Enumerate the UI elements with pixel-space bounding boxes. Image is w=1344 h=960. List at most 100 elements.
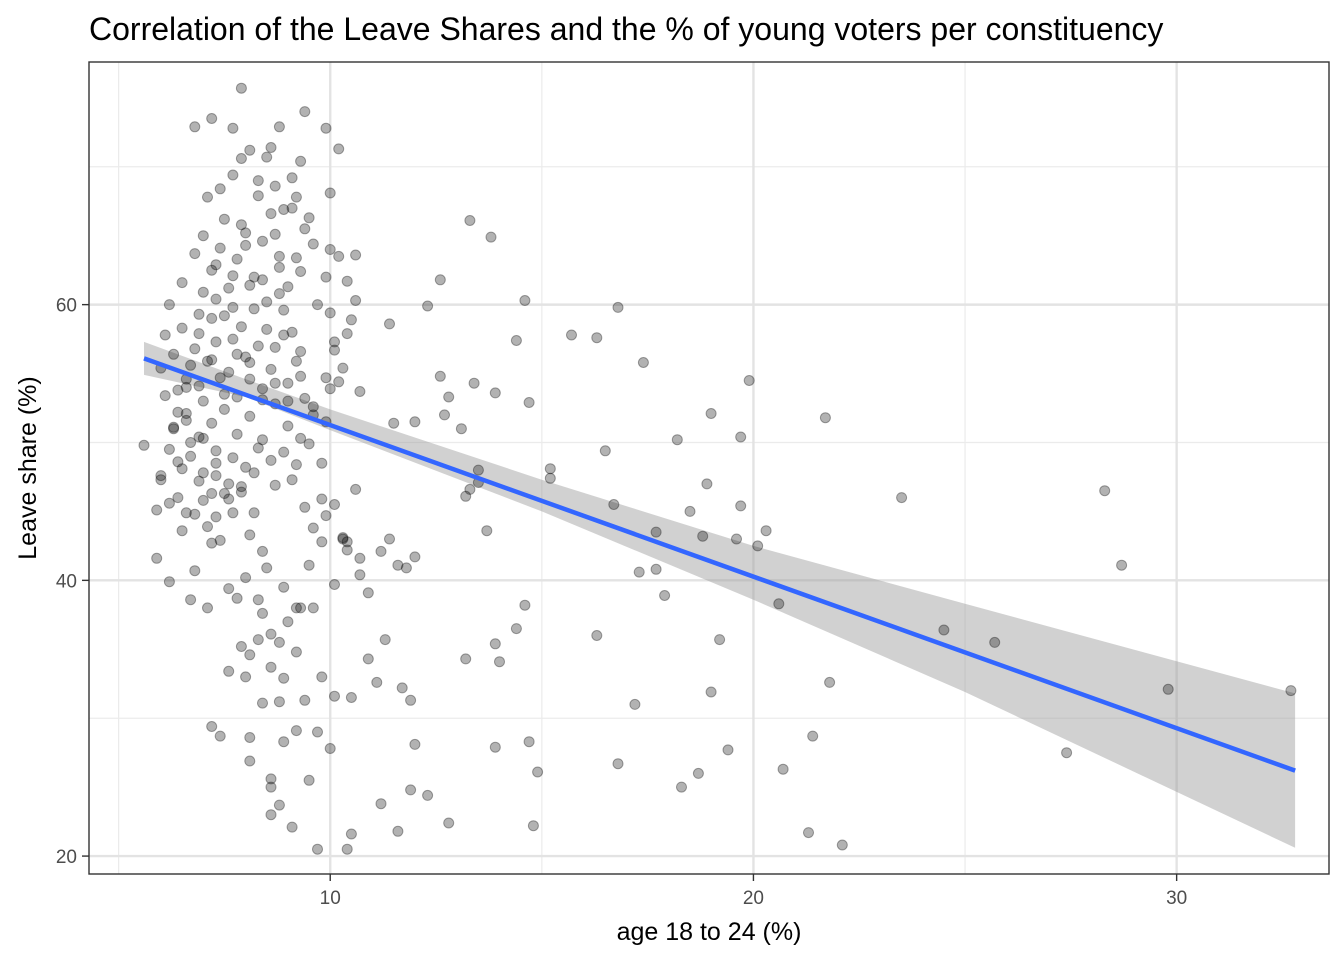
data-point bbox=[206, 354, 218, 366]
data-point bbox=[303, 212, 315, 224]
data-point bbox=[494, 656, 505, 668]
data-point bbox=[705, 686, 717, 698]
regression-line-layer bbox=[143, 356, 1296, 773]
data-point bbox=[345, 314, 357, 326]
data-point bbox=[464, 215, 476, 226]
data-point bbox=[278, 204, 290, 215]
data-point bbox=[189, 508, 201, 520]
data-point bbox=[155, 470, 167, 482]
data-point bbox=[252, 175, 264, 187]
data-point bbox=[290, 646, 302, 658]
data-point bbox=[210, 470, 222, 482]
data-point bbox=[760, 525, 772, 537]
data-point bbox=[320, 372, 332, 384]
data-point bbox=[396, 682, 408, 694]
data-point bbox=[227, 301, 239, 313]
data-point bbox=[612, 301, 624, 313]
data-point bbox=[265, 363, 277, 375]
data-point bbox=[392, 559, 404, 571]
data-point bbox=[1162, 683, 1174, 695]
data-point bbox=[172, 492, 184, 504]
major-gridlines bbox=[89, 62, 1329, 874]
data-point bbox=[591, 332, 603, 344]
data-point bbox=[252, 190, 264, 202]
data-point bbox=[684, 505, 696, 517]
data-point bbox=[354, 386, 366, 397]
data-point bbox=[824, 676, 836, 688]
data-point bbox=[671, 434, 683, 446]
data-point bbox=[197, 432, 209, 444]
data-point bbox=[244, 410, 256, 422]
data-point bbox=[405, 784, 417, 796]
data-point bbox=[612, 758, 624, 770]
data-point bbox=[345, 828, 357, 840]
data-point bbox=[290, 459, 302, 471]
data-point bbox=[333, 143, 345, 155]
data-point bbox=[650, 563, 662, 575]
data-point bbox=[265, 208, 277, 220]
data-point bbox=[278, 736, 290, 748]
data-point bbox=[227, 507, 239, 519]
data-point bbox=[257, 235, 268, 247]
data-point bbox=[168, 348, 180, 360]
data-point bbox=[235, 153, 247, 164]
data-point bbox=[629, 698, 641, 710]
data-point bbox=[443, 391, 455, 403]
data-point bbox=[379, 634, 391, 646]
data-point bbox=[223, 583, 235, 595]
data-point bbox=[163, 299, 175, 311]
data-point bbox=[354, 569, 366, 581]
data-point bbox=[240, 227, 252, 239]
data-point bbox=[633, 566, 645, 578]
data-point bbox=[214, 242, 226, 254]
data-point bbox=[290, 355, 302, 367]
data-point bbox=[362, 587, 374, 599]
data-point bbox=[227, 333, 239, 345]
data-point bbox=[269, 341, 281, 353]
data-point bbox=[210, 457, 222, 469]
data-point bbox=[316, 536, 328, 548]
data-point bbox=[443, 817, 455, 829]
data-point bbox=[257, 607, 268, 619]
data-point bbox=[189, 343, 201, 355]
data-point bbox=[295, 346, 307, 357]
data-point bbox=[409, 738, 421, 750]
data-point bbox=[252, 442, 264, 454]
data-point bbox=[659, 590, 671, 601]
data-point bbox=[468, 377, 480, 389]
data-point bbox=[151, 504, 163, 516]
data-point bbox=[193, 380, 205, 392]
data-point bbox=[155, 474, 167, 486]
data-point bbox=[193, 308, 205, 320]
data-point bbox=[138, 439, 150, 451]
data-point bbox=[290, 725, 302, 737]
data-point bbox=[752, 540, 764, 552]
data-point bbox=[460, 653, 472, 665]
data-point bbox=[345, 692, 357, 703]
data-point bbox=[803, 827, 814, 839]
data-point bbox=[197, 286, 209, 298]
data-point bbox=[303, 438, 315, 450]
data-point bbox=[269, 377, 281, 389]
data-point bbox=[265, 661, 277, 673]
data-point bbox=[320, 122, 332, 134]
data-point bbox=[676, 781, 687, 793]
data-point bbox=[218, 310, 230, 322]
data-point bbox=[316, 493, 328, 505]
data-point bbox=[773, 598, 785, 610]
data-point bbox=[532, 766, 544, 778]
data-point bbox=[1061, 747, 1073, 759]
data-point bbox=[206, 264, 218, 276]
data-point bbox=[464, 483, 476, 495]
data-point bbox=[485, 231, 497, 243]
data-point bbox=[248, 467, 260, 479]
data-point bbox=[329, 690, 340, 702]
data-point bbox=[269, 180, 281, 192]
data-point bbox=[214, 730, 226, 742]
data-point bbox=[422, 300, 434, 312]
data-point bbox=[388, 417, 400, 429]
data-point bbox=[244, 529, 256, 541]
data-point bbox=[248, 303, 260, 315]
data-point bbox=[299, 106, 311, 118]
data-point bbox=[197, 395, 209, 407]
